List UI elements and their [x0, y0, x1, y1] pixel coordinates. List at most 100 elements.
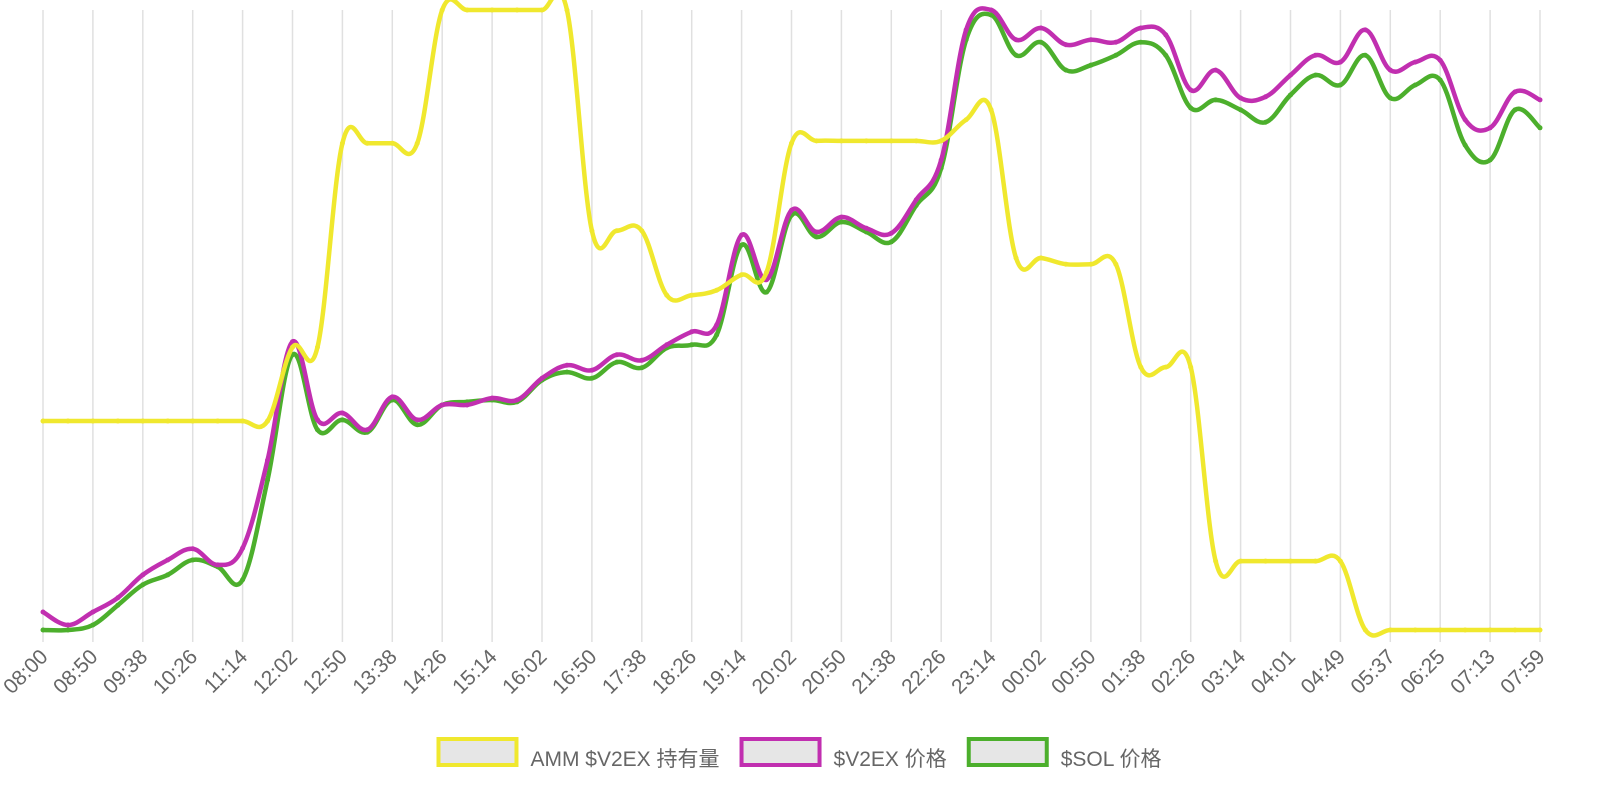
- x-tick-label: 16:50: [548, 645, 601, 698]
- point: [564, 369, 570, 375]
- point: [290, 344, 295, 350]
- point: [838, 138, 844, 144]
- x-tick-label: 17:38: [598, 645, 651, 698]
- x-tick-label: 04:01: [1247, 645, 1300, 698]
- point: [564, 7, 570, 13]
- point: [988, 7, 994, 13]
- point: [265, 477, 271, 483]
- point: [739, 242, 745, 248]
- point: [165, 418, 171, 424]
- point: [764, 269, 770, 275]
- point: [564, 362, 570, 368]
- point: [1113, 39, 1119, 45]
- point: [888, 138, 894, 144]
- point: [439, 7, 445, 13]
- point: [1063, 42, 1069, 48]
- point: [364, 427, 370, 433]
- point: [614, 228, 620, 234]
- point: [1337, 59, 1343, 65]
- point: [314, 344, 320, 350]
- point: [988, 107, 994, 113]
- point: [589, 375, 595, 381]
- x-tick-label: 06:25: [1396, 645, 1449, 698]
- x-tick-label: 21:38: [847, 645, 900, 698]
- point: [290, 339, 295, 345]
- point: [1387, 67, 1393, 73]
- x-tick-label: 04:49: [1297, 645, 1350, 698]
- point: [140, 418, 146, 424]
- point: [40, 609, 46, 615]
- point: [614, 359, 620, 365]
- x-tick-label: 01:38: [1097, 645, 1150, 698]
- point: [1537, 125, 1543, 131]
- point: [389, 140, 395, 146]
- x-tick-label: 20:50: [798, 645, 851, 698]
- point: [1288, 92, 1293, 98]
- x-tick-label: 08:50: [49, 645, 102, 698]
- legend-label: $V2EX 价格: [834, 748, 947, 771]
- point: [714, 322, 720, 328]
- point: [1288, 72, 1293, 78]
- point: [1412, 59, 1418, 65]
- x-tick-label: 07:13: [1446, 645, 1499, 698]
- point: [1362, 52, 1368, 58]
- legend-swatch: [436, 737, 519, 767]
- point: [65, 418, 71, 424]
- legend: AMM $V2EX 持有量 $V2EX 价格 $SOL 价格: [436, 737, 1162, 771]
- point: [314, 427, 320, 433]
- point: [1063, 67, 1069, 73]
- point: [1412, 627, 1418, 633]
- point: [1088, 261, 1094, 267]
- point: [813, 229, 819, 235]
- point: [240, 545, 246, 551]
- point: [739, 272, 745, 278]
- point: [414, 140, 420, 146]
- point: [414, 417, 420, 423]
- point: [1462, 627, 1468, 633]
- point: [1537, 97, 1543, 103]
- point: [414, 422, 420, 428]
- point: [639, 365, 645, 371]
- point: [1387, 95, 1393, 101]
- point: [65, 627, 71, 633]
- point: [938, 138, 944, 144]
- point: [1537, 627, 1543, 633]
- point: [1063, 261, 1069, 267]
- x-tick-label: 05:37: [1346, 645, 1399, 698]
- point: [963, 117, 969, 123]
- point: [664, 292, 670, 298]
- point: [464, 7, 470, 13]
- point: [215, 418, 221, 424]
- point: [813, 234, 819, 240]
- point: [1138, 39, 1144, 45]
- legend-swatch: [739, 737, 822, 767]
- point: [888, 230, 894, 236]
- point: [489, 7, 495, 13]
- legend-item: $V2EX 价格: [739, 737, 947, 771]
- legend-label: $SOL 价格: [1061, 748, 1162, 771]
- point: [1462, 117, 1468, 123]
- point: [339, 410, 345, 416]
- point: [1312, 558, 1318, 564]
- point: [664, 342, 670, 348]
- point: [265, 418, 271, 424]
- point: [1013, 37, 1019, 43]
- point: [739, 232, 745, 238]
- x-tick-label: 23:14: [947, 645, 1001, 699]
- point: [1362, 627, 1368, 633]
- point: [1263, 94, 1269, 100]
- point: [1512, 89, 1518, 95]
- point: [1213, 97, 1219, 103]
- x-tick-label: 02:26: [1147, 645, 1200, 698]
- point: [240, 577, 246, 583]
- point: [789, 207, 794, 213]
- x-tick-label: 07:59: [1496, 645, 1549, 698]
- point: [1362, 27, 1368, 33]
- point: [1487, 627, 1493, 633]
- point: [90, 418, 96, 424]
- point: [364, 140, 370, 146]
- point: [1387, 627, 1393, 633]
- point: [863, 138, 869, 144]
- point: [1188, 364, 1194, 370]
- point: [764, 289, 770, 295]
